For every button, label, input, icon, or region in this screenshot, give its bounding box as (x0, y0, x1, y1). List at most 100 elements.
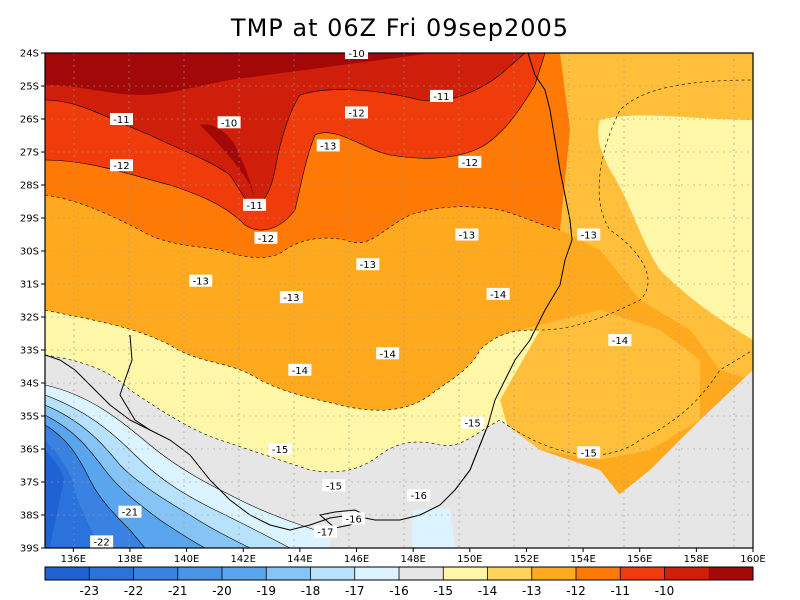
colorbar-swatch (177, 567, 223, 580)
lon-tick-label: 144E (287, 554, 312, 565)
map-frame (44, 52, 754, 549)
contour-label: -12 (258, 234, 274, 245)
lat-tick-label: 26S (20, 115, 39, 126)
contour-label: -21 (122, 508, 138, 519)
contour-label: -16 (346, 514, 362, 525)
contour-label-bg (118, 505, 142, 518)
lon-tick-label: 152E (514, 554, 539, 565)
lat-tick-label: 35S (20, 412, 39, 423)
colorbar-swatch (443, 567, 488, 580)
contour-label-bg (313, 525, 337, 538)
contour-label: -15 (326, 481, 342, 492)
colorbar-swatch (310, 567, 356, 580)
longitude-axis: 136E 138E 140E 142E 144E 146E 148E 150E 152E 154E… (61, 548, 766, 565)
colorbar-label: -22 (124, 584, 144, 598)
lat-tick-label: 28S (20, 181, 39, 192)
lat-tick-label: 38S (20, 511, 39, 522)
colorbar-label: -23 (79, 584, 99, 598)
lat-tick-label: 36S (20, 445, 39, 456)
contour-label: -12 (113, 161, 129, 172)
lat-tick-label: 32S (20, 313, 39, 324)
contour-label-bg (342, 512, 366, 525)
contour-label: -10 (221, 118, 237, 129)
contour-label-bg (243, 198, 267, 211)
contour-line (45, 394, 291, 548)
colorbar-label: -16 (389, 584, 409, 598)
region-minus17-patch (412, 508, 455, 548)
colorbar-label: -20 (212, 584, 232, 598)
contour-label: -13 (581, 231, 597, 242)
contour-label-bg (458, 155, 482, 168)
colorbar-swatch (576, 567, 621, 580)
lon-tick-label: 138E (117, 554, 142, 565)
colorbar-label: -15 (433, 584, 453, 598)
contour-lines (45, 53, 753, 548)
contour-line (45, 384, 331, 536)
contour-label-bg (577, 228, 601, 241)
lon-tick-label: 156E (627, 554, 652, 565)
lon-tick-label: 158E (684, 554, 709, 565)
contour-label-bg (217, 116, 241, 129)
colorbar-label: -17 (345, 584, 365, 598)
lon-tick-label: 146E (344, 554, 369, 565)
region-minus14-east-lobe (490, 310, 700, 460)
contour-label: -11 (433, 92, 449, 103)
contour-label: -10 (348, 49, 364, 60)
contour-label: -13 (193, 277, 209, 288)
contour-label: -11 (246, 201, 262, 212)
colorbar-swatch (354, 567, 400, 580)
colorbar-label: -11 (610, 584, 630, 598)
lon-tick-label: 140E (174, 554, 199, 565)
contour-label: -15 (581, 448, 597, 459)
contour-label: -14 (612, 336, 628, 347)
latitude-axis: 24S 25S 26S 27S 28S 29S 30S 31S 32S 33S 34S 35S 36S 3… (20, 49, 45, 555)
contour-label-bg (279, 291, 303, 304)
colorbar-swatch (266, 567, 311, 580)
region-minus16-grey-east (560, 370, 753, 548)
contour-line (45, 53, 526, 207)
lat-tick-label: 27S (20, 148, 39, 159)
contour-label-bg (322, 479, 346, 492)
contour-line (45, 349, 753, 473)
contour-label-bg (608, 334, 632, 347)
contour-label-bg (356, 258, 380, 271)
contour-line (45, 79, 753, 411)
contour-label-bg (316, 139, 340, 152)
state-border (119, 334, 151, 431)
colorbar-swatch (222, 567, 267, 580)
colorbar-swatch (620, 567, 665, 580)
contour-line (45, 404, 251, 548)
contour-label-bg (345, 106, 369, 119)
temperature-field (45, 53, 753, 548)
lat-tick-label: 25S (20, 82, 39, 93)
contour-label-bg (345, 47, 369, 59)
contour-label: -14 (490, 290, 506, 301)
region-minus22 (45, 440, 100, 548)
lat-tick-label: 29S (20, 214, 39, 225)
lon-tick-label: 142E (231, 554, 256, 565)
contour-label: -14 (292, 366, 308, 377)
contour-label-bg (429, 89, 453, 102)
region-minus23 (45, 450, 64, 548)
coastline-and-borders (45, 53, 573, 531)
contour-label-bg (254, 231, 278, 244)
contour-label-bg (268, 443, 292, 455)
contour-label-bg (486, 287, 510, 300)
contour-label-bg (288, 363, 312, 376)
region-minus10 (45, 53, 430, 95)
colorbar-swatch (89, 567, 134, 580)
contour-label-bg (90, 535, 114, 548)
lon-tick-label: 160E (740, 554, 765, 565)
lat-tick-label: 30S (20, 247, 39, 258)
colorbar-swatch (487, 567, 533, 580)
colorbar-swatch (45, 567, 90, 580)
contour-label-bg (189, 274, 213, 287)
lat-tick-label: 24S (20, 49, 39, 60)
map-title: TMP at 06Z Fri 09sep2005 (230, 14, 570, 42)
lon-tick-label: 154E (570, 554, 595, 565)
colorbar-swatch (664, 567, 710, 580)
lon-tick-label: 148E (400, 554, 425, 565)
colorbar-swatch (531, 567, 577, 580)
colorbar-label: -21 (168, 584, 188, 598)
contour-label-bg (577, 446, 601, 459)
